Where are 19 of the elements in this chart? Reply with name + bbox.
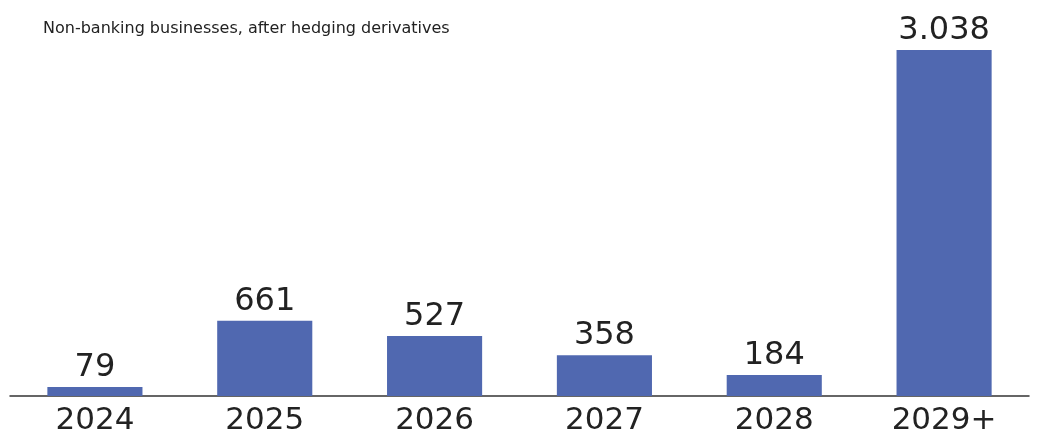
bar [556, 355, 652, 396]
data-label: 79 [74, 346, 116, 384]
bar [387, 335, 483, 396]
bar [726, 375, 822, 396]
data-label: 3.038 [898, 9, 990, 47]
data-label: 527 [404, 294, 466, 333]
x-tick-label: 2028 [734, 399, 814, 436]
bar [47, 387, 143, 396]
x-tick-label: 2025 [225, 399, 305, 436]
data-label: 184 [743, 334, 805, 373]
x-tick-label: 2026 [395, 399, 475, 436]
data-label: 358 [573, 314, 635, 353]
bar [217, 320, 313, 396]
x-tick-label: 2029+ [891, 399, 997, 436]
chart-title: Non-banking businesses, after hedging derivatives [43, 17, 450, 37]
x-tick-label: 2024 [55, 399, 135, 436]
x-tick-label: 2027 [564, 399, 644, 436]
data-label: 661 [234, 279, 296, 318]
bar [896, 50, 992, 396]
